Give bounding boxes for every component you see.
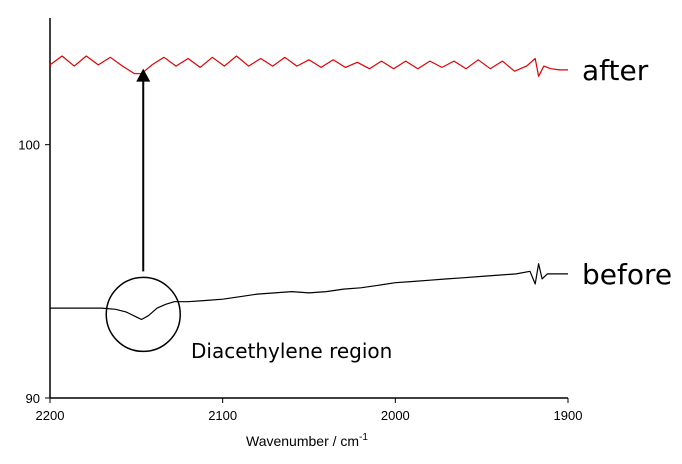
- labels-layer: Wavenumber / cm-1: [246, 432, 368, 449]
- x-tick-label-2100: 2100: [208, 408, 237, 423]
- x-axis-title-superscript: -1: [359, 432, 368, 443]
- x-axis-title-text: Wavenumber / cm: [246, 433, 359, 449]
- series-line-after: [49, 55, 568, 77]
- region-circle: [105, 276, 181, 353]
- series-layer: after before: [49, 54, 672, 321]
- y-ticks: 90 100: [18, 138, 50, 406]
- x-tick-label-2200: 2200: [36, 408, 65, 423]
- x-tick-label-2000: 2000: [381, 408, 410, 423]
- y-tick-label-90: 90: [26, 391, 40, 406]
- x-axis-title: Wavenumber / cm-1: [246, 432, 368, 449]
- annotation-layer: Diacethylene region: [105, 68, 392, 363]
- x-tick-label-1900: 1900: [554, 408, 583, 423]
- series-line-before: [50, 263, 568, 321]
- x-ticks: 2200 2100 2000 1900: [36, 398, 583, 423]
- y-tick-label-100: 100: [18, 138, 40, 153]
- series-label-before: before: [582, 258, 672, 291]
- region-label: Diacethylene region: [191, 339, 392, 363]
- axes: [49, 18, 568, 399]
- series-label-after: after: [582, 54, 649, 87]
- arrow-head: [136, 68, 151, 82]
